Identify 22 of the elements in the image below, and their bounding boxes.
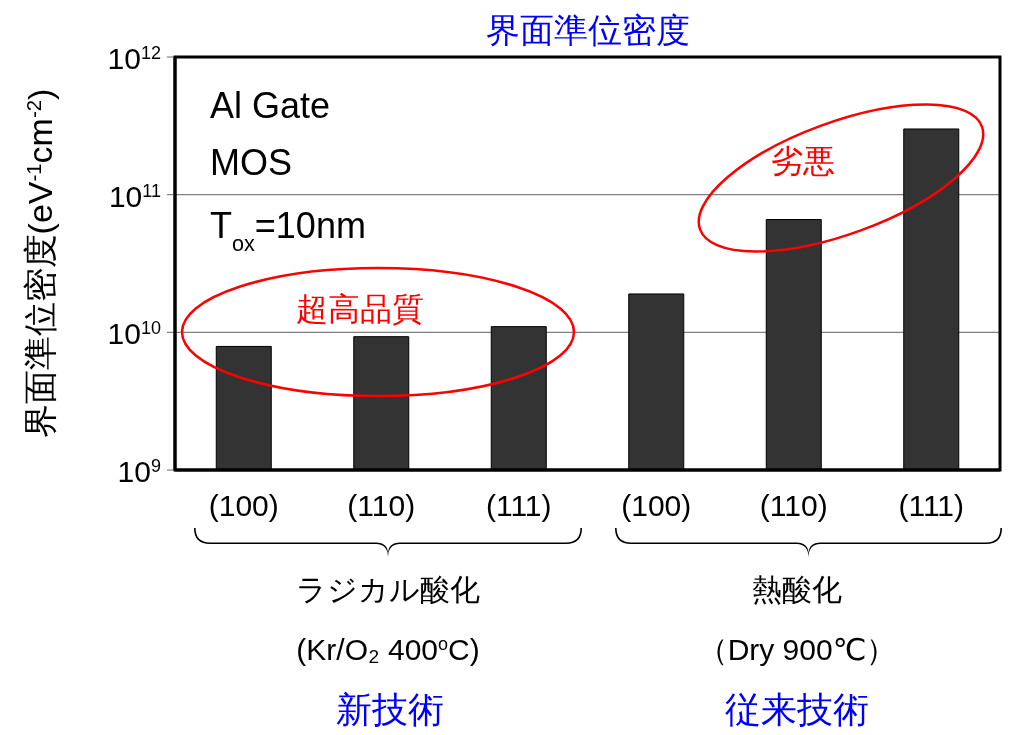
y-tick-label: 10$^{10}$ [107, 317, 161, 351]
y-tick-label: 10$^{12}$ [107, 42, 161, 75]
annotation: T$_{ox}$=10nm [210, 205, 366, 256]
x-tick-label: (100) [208, 489, 279, 522]
x-tick-label: (110) [759, 489, 828, 522]
annotation: Al Gate [210, 85, 331, 126]
annotation: 劣悪 [771, 143, 835, 179]
annotation: 超高品質 [296, 291, 424, 327]
text: 熱酸化 [752, 573, 842, 606]
x-tick-label: (111) [898, 489, 965, 522]
x-tick-label: (110) [347, 489, 416, 522]
y-tick-label: 10$^{11}$ [108, 179, 161, 213]
x-tick-label: (111) [485, 489, 552, 522]
chart-title: 界面準位密度 [485, 11, 690, 49]
text: 従来技術 [725, 689, 869, 730]
text: (Kr/O₂ 400$^{o}$C) [296, 633, 480, 666]
x-tick-label: (100) [621, 489, 692, 522]
text: 新技術 [336, 689, 444, 730]
y-tick-label: 10$^{9}$ [117, 455, 161, 488]
text: ラジカル酸化 [296, 573, 480, 606]
annotation: MOS [210, 142, 293, 183]
text: （Dry 900℃） [697, 633, 897, 666]
